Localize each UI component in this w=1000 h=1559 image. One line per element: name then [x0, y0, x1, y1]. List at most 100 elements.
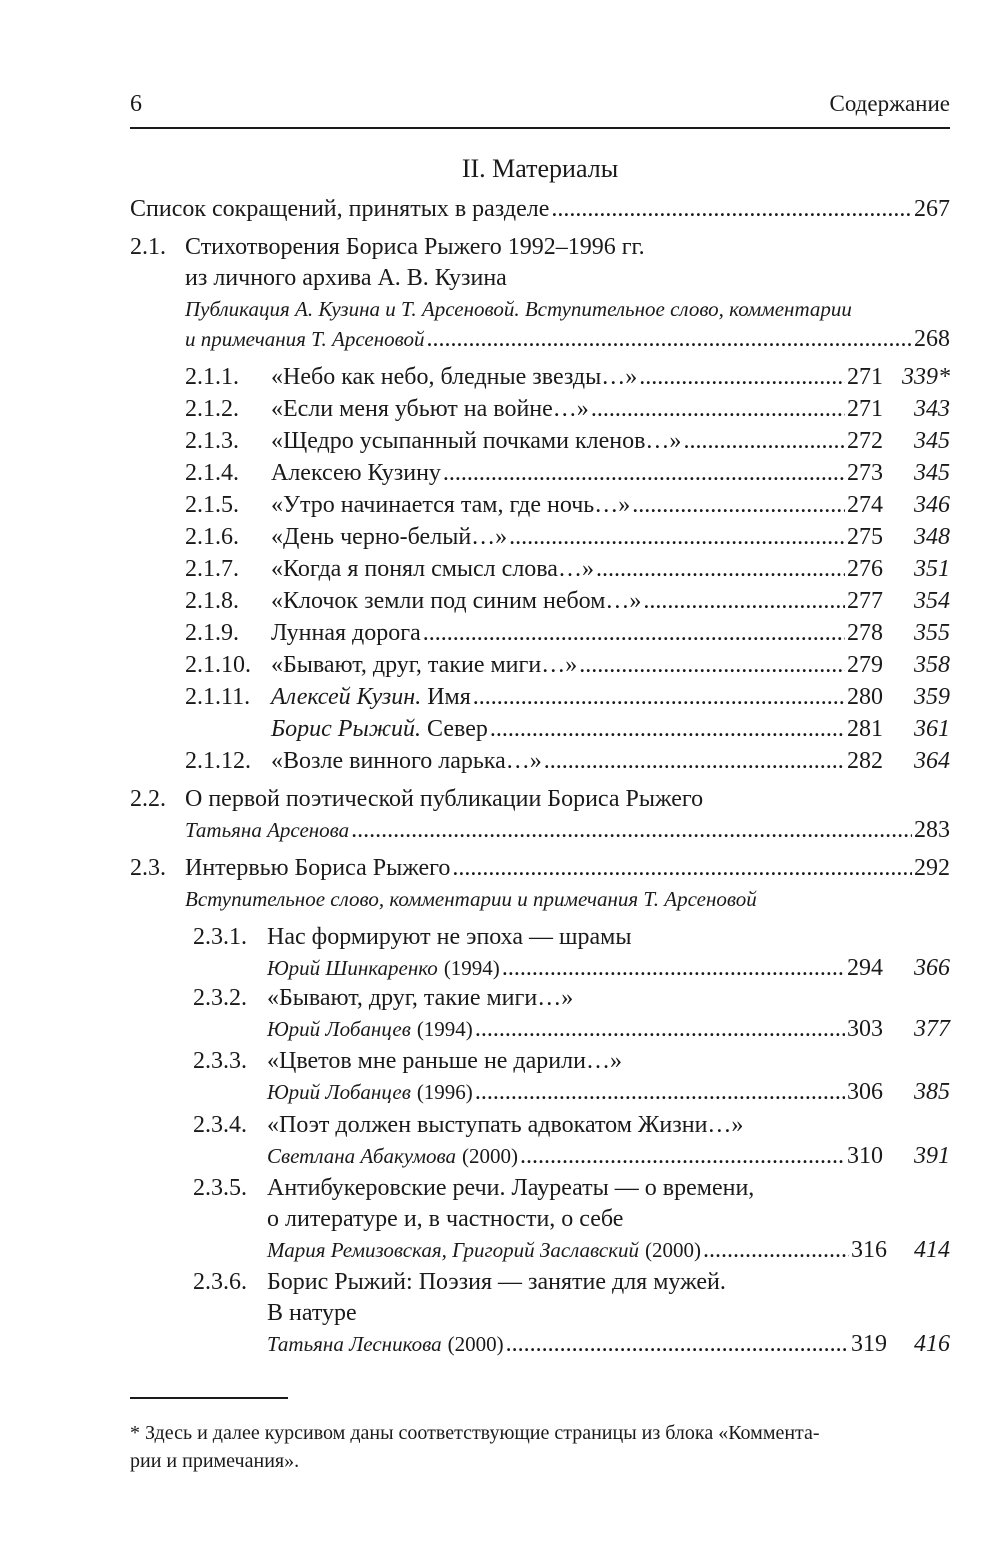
- item-title: «Когда я понял смысл слова…»: [271, 556, 594, 582]
- footnote-line: * Здесь и далее курсивом даны соответств…: [130, 1422, 820, 1444]
- section-note: Вступительное слово, комментарии и приме…: [185, 887, 757, 911]
- comment-page-ref: 377: [914, 1016, 950, 1042]
- item-number: 2.3.3.: [193, 1048, 247, 1074]
- page-ref: 271: [847, 396, 883, 422]
- leader-dots: ........................................…: [595, 556, 845, 582]
- footnote-line: рии и примечания».: [130, 1450, 300, 1472]
- toc-item[interactable]: «Утро начинается там, где ночь…»........…: [271, 490, 883, 520]
- page-ref: 292: [914, 855, 950, 881]
- comment-page-ref: 358: [914, 652, 950, 678]
- item-author: Татьяна Лесникова: [267, 1332, 442, 1356]
- toc-item[interactable]: «Когда я понял смысл слова…»............…: [271, 554, 883, 584]
- toc-entry-2-3[interactable]: Интервью Бориса Рыжего..................…: [185, 853, 950, 883]
- leader-dots: ........................................…: [474, 1016, 845, 1042]
- comment-page-ref: 343: [914, 396, 950, 422]
- item-number: 2.1.6.: [185, 524, 239, 550]
- item-title: «Клочок земли под синим небом…»: [271, 588, 642, 614]
- leader-dots: ........................................…: [703, 1237, 849, 1263]
- running-title: Содержание: [829, 91, 950, 116]
- leader-dots: ........................................…: [509, 524, 845, 550]
- item-title-line: Нас формируют не эпоха — шрамы: [267, 924, 632, 950]
- toc-item[interactable]: Борис Рыжий. Север......................…: [271, 714, 883, 744]
- comment-page-ref: 391: [914, 1143, 950, 1169]
- toc-item[interactable]: «День черно-белый…».....................…: [271, 522, 883, 552]
- comment-page-ref: 364: [914, 748, 950, 774]
- item-year: (1996): [416, 1080, 473, 1104]
- item-year: (2000): [447, 1332, 504, 1356]
- item-number: 2.1.7.: [185, 556, 239, 582]
- item-number: 2.1.4.: [185, 460, 239, 486]
- leader-dots: ........................................…: [632, 492, 845, 518]
- page-ref: 319: [851, 1331, 887, 1357]
- item-year: (1994): [416, 1017, 473, 1041]
- section-title: О первой поэтической публикации Бориса Р…: [185, 786, 704, 812]
- leader-dots: ........................................…: [639, 364, 845, 390]
- item-title-line: о литературе и, в частности, о себе: [267, 1206, 624, 1232]
- comment-page-ref: 354: [914, 588, 950, 614]
- comment-page-ref: 348: [914, 524, 950, 550]
- page-ref: 268: [914, 326, 950, 352]
- leader-dots: ........................................…: [472, 684, 845, 710]
- toc-entry-abbreviations[interactable]: Список сокращений, принятых в разделе...…: [130, 194, 950, 224]
- toc-item[interactable]: «Бывают, друг, такие миги…».............…: [271, 650, 883, 680]
- item-number: 2.1.1.: [185, 364, 239, 390]
- toc-item[interactable]: Алексею Кузину..........................…: [271, 458, 883, 488]
- header-rule: [130, 127, 950, 129]
- item-author: Светлана Абакумова: [267, 1144, 456, 1168]
- comment-page-ref: 385: [914, 1079, 950, 1105]
- toc-item[interactable]: «Небо как небо, бледные звезды…»........…: [271, 362, 883, 392]
- item-title: «Бывают, друг, такие миги…»: [271, 652, 578, 678]
- item-title-line: Антибукеровские речи. Лауреаты — о време…: [267, 1175, 755, 1201]
- leader-dots: ........................................…: [519, 1143, 845, 1169]
- page-ref: 282: [847, 748, 883, 774]
- item-author: Юрий Лобанцев: [267, 1017, 411, 1041]
- item-title: Алексею Кузину: [271, 460, 441, 486]
- toc-item[interactable]: Мария Ремизовская, Григорий Заславский (…: [267, 1235, 887, 1265]
- item-number: 2.3.5.: [193, 1175, 247, 1201]
- item-title-line: В натуре: [267, 1300, 357, 1326]
- toc-item[interactable]: Светлана Абакумова (2000)...............…: [267, 1141, 883, 1171]
- item-title: «Небо как небо, бледные звезды…»: [271, 364, 638, 390]
- section-number: 2.3.: [130, 855, 166, 881]
- section-number: 2.2.: [130, 786, 166, 812]
- leader-dots: ........................................…: [489, 716, 845, 742]
- page-number: 6: [130, 91, 142, 117]
- toc-item[interactable]: «Возле винного ларька…».................…: [271, 746, 883, 776]
- page-ref: 279: [847, 652, 883, 678]
- footnote-rule: [130, 1397, 288, 1399]
- leader-dots: ........................................…: [551, 196, 912, 222]
- item-title-line: «Цветов мне раньше не дарили…»: [267, 1048, 622, 1074]
- item-number: 2.1.10.: [185, 652, 251, 678]
- toc-entry-2-2[interactable]: Татьяна Арсенова........................…: [185, 815, 950, 845]
- toc-item[interactable]: Алексей Кузин. Имя......................…: [271, 682, 883, 712]
- comment-page-ref: 345: [914, 428, 950, 454]
- section-note-line: и примечания Т. Арсеновой: [185, 327, 425, 351]
- item-number: 2.1.11.: [185, 684, 251, 710]
- toc-item[interactable]: Лунная дорога...........................…: [271, 618, 883, 648]
- toc-item[interactable]: «Если меня убьют на войне…».............…: [271, 394, 883, 424]
- leader-dots: ........................................…: [442, 460, 845, 486]
- toc-item[interactable]: Юрий Шинкаренко (1994)..................…: [267, 953, 883, 983]
- item-author: Мария Ремизовская, Григорий Заславский: [267, 1238, 640, 1262]
- toc-entry-2-1[interactable]: и примечания Т. Арсеновой...............…: [185, 324, 950, 354]
- section-number: 2.1.: [130, 234, 166, 260]
- toc-item[interactable]: Юрий Лобанцев (1994)....................…: [267, 1014, 883, 1044]
- leader-dots: ........................................…: [474, 1079, 845, 1105]
- page-ref: 272: [847, 428, 883, 454]
- leader-dots: ........................................…: [590, 396, 845, 422]
- page-ref: 310: [847, 1143, 883, 1169]
- comment-page-ref: 339*: [902, 364, 950, 390]
- leader-dots: ........................................…: [422, 620, 845, 646]
- toc-item[interactable]: «Щедро усыпанный почками кленов…».......…: [271, 426, 883, 456]
- page-ref: 303: [847, 1016, 883, 1042]
- item-title: «Возле винного ларька…»: [271, 748, 542, 774]
- toc-item[interactable]: Юрий Лобанцев (1996)....................…: [267, 1077, 883, 1107]
- leader-dots: ........................................…: [683, 428, 845, 454]
- item-author: Юрий Шинкаренко: [267, 956, 438, 980]
- toc-item[interactable]: Татьяна Лесникова (2000)................…: [267, 1329, 887, 1359]
- toc-item[interactable]: «Клочок земли под синим небом…».........…: [271, 586, 883, 616]
- leader-dots: ........................................…: [643, 588, 845, 614]
- comment-page-ref: 416: [914, 1331, 950, 1357]
- page-ref: 278: [847, 620, 883, 646]
- leader-dots: ........................................…: [505, 1331, 849, 1357]
